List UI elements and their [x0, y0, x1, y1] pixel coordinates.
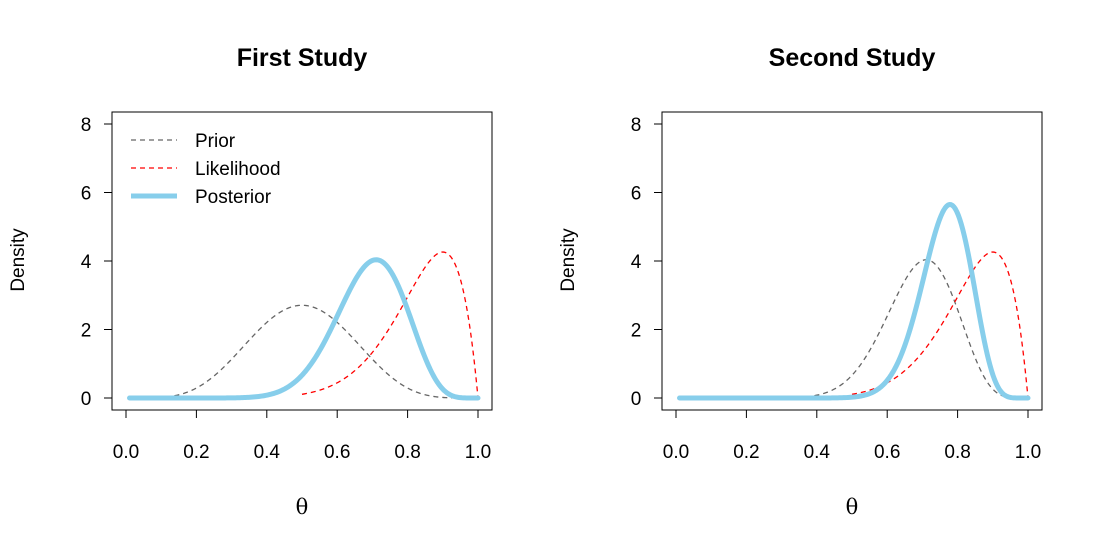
y-tick-label: 2 — [631, 321, 642, 342]
y-tick-label: 0 — [631, 389, 642, 410]
legend-label-likelihood: Likelihood — [195, 159, 281, 180]
y-tick-label: 4 — [81, 252, 92, 273]
legend-label-prior: Prior — [195, 131, 236, 152]
legend: Prior Likelihood Posterior — [131, 131, 281, 208]
plot-box — [111, 111, 493, 411]
y-tick-label: 6 — [81, 184, 92, 205]
series-line-likelihood — [851, 251, 1029, 399]
x-tick-label: 1.0 — [465, 442, 491, 463]
x-axis-label: θ — [846, 495, 859, 519]
x-tick-label: 0.8 — [944, 442, 970, 463]
y-axis-label: Density — [558, 228, 579, 292]
chart-title: Second Study — [769, 44, 936, 72]
x-tick-label: 0.8 — [394, 442, 420, 463]
plot-lines — [677, 202, 1031, 401]
x-tick-label: 1.0 — [1015, 442, 1041, 463]
y-axis: 0 2 4 6 8 — [631, 115, 663, 410]
y-axis: 0 2 4 6 8 — [81, 115, 113, 410]
x-tick-label: 0.6 — [874, 442, 900, 463]
y-axis-label: Density — [8, 228, 29, 292]
series-line-likelihood — [301, 251, 479, 399]
series-line-posterior — [127, 257, 481, 401]
x-tick-label: 0.0 — [113, 442, 139, 463]
y-tick-label: 4 — [631, 252, 642, 273]
y-tick-label: 6 — [631, 184, 642, 205]
plot-lines — [127, 251, 481, 401]
x-tick-label: 0.6 — [324, 442, 350, 463]
chart-title: First Study — [237, 44, 368, 72]
y-tick-label: 2 — [81, 321, 92, 342]
x-tick-label: 0.2 — [183, 442, 209, 463]
legend-label-posterior: Posterior — [195, 187, 272, 208]
x-tick-label: 0.2 — [733, 442, 759, 463]
x-axis: 0.0 0.2 0.4 0.6 0.8 1.0 — [663, 409, 1041, 463]
panel-first-study: First Study Density θ 0 2 4 6 8 0.0 0.2 0.4 0.6… — [8, 44, 493, 519]
series-line-posterior — [677, 202, 1031, 401]
x-tick-label: 0.0 — [663, 442, 689, 463]
x-axis: 0.0 0.2 0.4 0.6 0.8 1.0 — [113, 409, 491, 463]
y-tick-label: 0 — [81, 389, 92, 410]
y-tick-label: 8 — [81, 115, 92, 136]
x-tick-label: 0.4 — [804, 442, 831, 463]
x-tick-label: 0.4 — [254, 442, 281, 463]
plot-box — [661, 111, 1043, 411]
x-axis-label: θ — [296, 495, 309, 519]
series-line-prior — [129, 304, 475, 399]
y-tick-label: 8 — [631, 115, 642, 136]
